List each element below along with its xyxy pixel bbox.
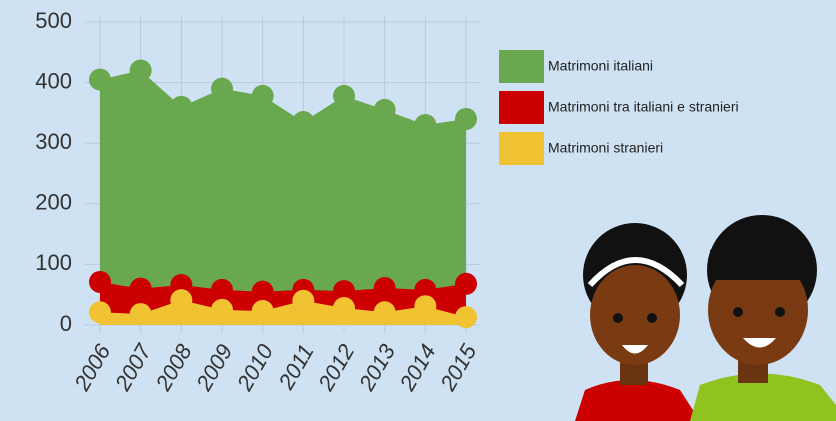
point [455,273,477,295]
y-tick-label: 0 [60,311,72,336]
legend-label: Matrimoni stranieri [548,140,663,156]
eye [613,313,623,323]
legend-swatch [499,132,544,165]
point [374,277,396,299]
legend-label: Matrimoni italiani [548,58,653,74]
point [252,300,274,322]
point [455,306,477,328]
eye [647,313,657,323]
legend-swatch [499,91,544,124]
point [89,69,111,91]
legend-swatch [499,50,544,83]
point [89,271,111,293]
y-tick-label: 500 [35,8,72,33]
point [89,301,111,323]
eye [733,307,743,317]
point [414,114,436,136]
point [130,59,152,81]
point [170,289,192,311]
legend-label: Matrimoni tra italiani e stranieri [548,99,739,115]
point [211,279,233,301]
point [170,96,192,118]
point [374,301,396,323]
point [252,85,274,107]
point [455,108,477,130]
hair-top [710,250,810,280]
chart: 0100200300400500200620072008200920102011… [0,0,836,421]
y-tick-label: 100 [35,250,72,275]
point [130,278,152,300]
point [292,290,314,312]
point [252,281,274,303]
point [292,111,314,133]
point [414,295,436,317]
point [374,99,396,121]
point [211,299,233,321]
y-tick-label: 200 [35,190,72,215]
eye [775,307,785,317]
point [211,78,233,100]
point [333,297,355,319]
y-tick-label: 400 [35,68,72,93]
point [130,303,152,325]
y-tick-label: 300 [35,129,72,154]
point [333,85,355,107]
